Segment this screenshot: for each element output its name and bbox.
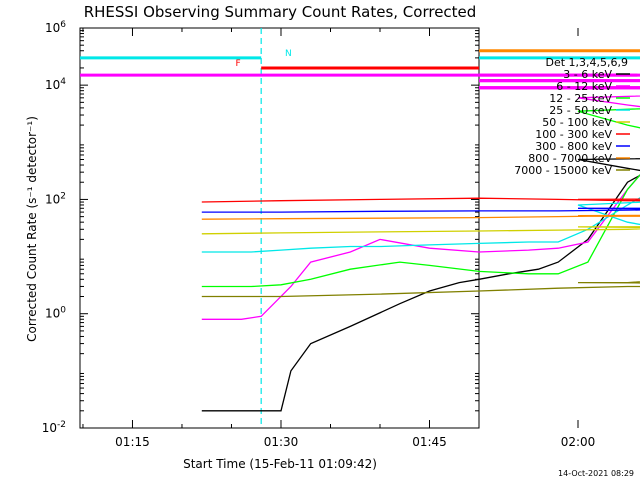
legend-entry: 800 - 7000 keV [528, 152, 612, 165]
y-axis-label-group: Corrected Count Rate (s⁻¹ detector⁻¹) [25, 116, 39, 342]
series-line [201, 197, 640, 253]
series-line [201, 108, 640, 288]
y-axis-title: Corrected Count Rate (s⁻¹ detector⁻¹) [25, 116, 39, 342]
flag-label: F [235, 59, 240, 69]
y-tick-label: 102 [45, 191, 66, 206]
x-axis-title: Start Time (15-Feb-11 01:09:42) [183, 457, 377, 471]
y-tick-label: 10-2 [42, 420, 66, 435]
legend-entry: 50 - 100 keV [542, 116, 612, 129]
y-tick-label: 104 [45, 77, 66, 92]
y-tick-label: 100 [45, 306, 66, 321]
legend-title: Det 1,3,4,5,6,9 [545, 56, 628, 69]
legend-entry: 7000 - 15000 keV [514, 164, 612, 177]
y-tick-label: 106 [45, 20, 66, 35]
legend-entry: 300 - 800 keV [535, 140, 612, 153]
plot-area: 01:1501:3001:4502:0002:1502:3002:4510-21… [42, 20, 640, 449]
series-line [201, 214, 640, 220]
x-tick-label: 01:15 [115, 435, 150, 449]
x-tick-label: 01:30 [264, 435, 299, 449]
series-line [201, 281, 640, 298]
series-line [201, 207, 640, 213]
legend-entry: 100 - 300 keV [535, 128, 612, 141]
flag-label: N [285, 49, 292, 59]
footer-timestamp: 14-Oct-2021 08:29 [558, 469, 634, 478]
series-line [201, 95, 640, 320]
series-line [201, 226, 640, 235]
legend-entry: 12 - 25 keV [549, 92, 612, 105]
x-tick-label: 02:00 [561, 435, 596, 449]
x-tick-label: 01:45 [412, 435, 447, 449]
legend-entry: 25 - 50 keV [549, 104, 612, 117]
series-line [201, 197, 640, 203]
chart-title: RHESSI Observing Summary Count Rates, Co… [84, 3, 477, 21]
legend-entry: 6 - 12 keV [556, 80, 612, 93]
legend-entry: 3 - 6 keV [563, 68, 612, 81]
plot-frame [79, 27, 480, 429]
series-line [201, 158, 640, 412]
